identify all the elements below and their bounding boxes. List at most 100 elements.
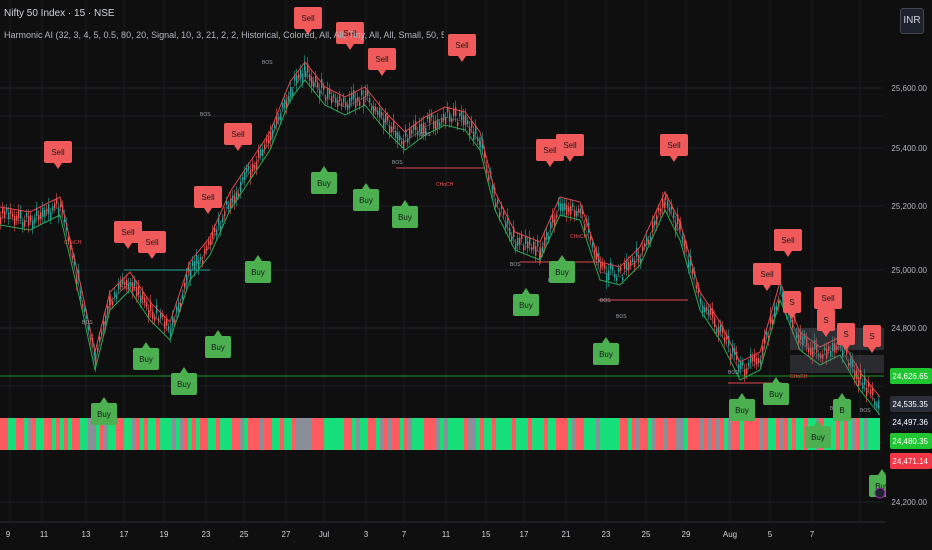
sell-marker-box [294,7,322,29]
band-segment [756,418,760,450]
candle-body [186,274,188,285]
candle-body [616,277,618,281]
candle-body [86,313,88,319]
candle-body [437,119,439,128]
band-segment [412,418,416,450]
candle-body [202,259,204,264]
structure-label: CHoCH [570,234,588,240]
candle-body [495,202,497,208]
band-segment [220,418,224,450]
candle-body [542,246,544,253]
candle-body [804,334,806,340]
sell-marker-box [138,231,166,253]
candle-body [313,81,315,88]
band-segment [444,418,448,450]
candle-body [359,100,361,106]
candle-body [427,115,429,120]
candle-body [242,177,244,181]
time-tick-label: 13 [82,530,91,539]
candle-body [484,151,486,159]
candle-body [572,203,574,207]
candle-body [447,106,449,113]
band-segment [72,418,76,450]
indicator-legend[interactable]: Harmonic AI (32, 3, 4, 5, 0.5, 80, 20, S… [4,30,444,40]
band-segment [480,418,484,450]
candle-body [479,140,481,145]
candle-body [401,141,403,145]
sell-marker-pointer [458,56,466,62]
band-segment [0,418,4,450]
candle-body [118,283,120,290]
band-segment [360,418,364,450]
candle-body [214,227,216,233]
candle-body [675,222,677,232]
band-segment [852,418,856,450]
band-segment [776,418,780,450]
candle-body [343,97,345,103]
candle-body [367,89,369,96]
buy-marker-pointer [362,183,370,189]
candle-body [808,347,810,353]
sell-marker-box [783,291,801,313]
buy-signal-marker: Buy [353,183,379,211]
candle-body [527,241,529,249]
candle-body [132,282,134,292]
candle-body [52,206,54,210]
band-segment [348,418,352,450]
candle-body [369,98,371,103]
band-segment [840,418,844,450]
band-segment [80,418,84,450]
candle-body [457,122,459,127]
buy-signal-marker: Buy [805,420,831,448]
candle-body [624,262,626,270]
band-segment [600,418,604,450]
band-segment [432,418,436,450]
currency-button[interactable]: INR [900,8,924,34]
price-axis[interactable]: 25,600.00 25,400.00 25,200.00 25,000.00 24,8… [874,0,932,522]
candle-body [696,285,698,290]
candle-body [112,301,114,305]
band-segment [40,418,44,450]
candle-body [116,294,118,299]
sell-marker-label: Sell [343,29,357,38]
candle-body [220,225,222,232]
candle-body [122,277,124,285]
band-segment [624,418,628,450]
structure-label: BOS [616,314,627,320]
candle-body [620,267,622,271]
symbol-title[interactable]: Nifty 50 Index · 15 · NSE [4,8,115,19]
buy-marker-box [311,172,337,194]
candle-body [419,123,421,132]
buy-marker-pointer [772,377,780,383]
time-axis[interactable]: 9 11 13 17 19 23 25 27 Jul 3 7 11 15 17 21 23 25 29 Aug 5 7 [0,521,886,539]
band-segment [772,418,776,450]
band-segment [484,418,488,450]
candle-body [459,112,461,116]
band-segment [568,418,572,450]
buy-marker-label: Buy [211,343,225,352]
buy-marker-label: Buy [875,482,889,491]
band-segment [436,418,440,450]
buy-marker-pointer [838,393,846,399]
buy-marker-pointer [401,200,409,206]
candle-body [604,264,606,269]
band-segment [156,418,160,450]
candle-body [570,205,572,215]
candle-body [190,269,192,280]
candle-body [12,213,14,218]
candle-body [592,242,594,248]
candle-body [383,118,385,128]
candle-body [720,324,722,332]
band-segment [324,418,328,450]
candle-body [535,246,537,256]
candle-body [304,61,306,71]
candle-body [282,103,284,108]
sell-marker-pointer [546,161,554,167]
time-tick-label: 17 [120,530,129,539]
candle-body [315,76,317,83]
candle-body [626,259,628,270]
buy-signal-marker: Buy [133,342,159,370]
sell-marker-box [814,287,842,309]
candle-body [874,401,876,406]
